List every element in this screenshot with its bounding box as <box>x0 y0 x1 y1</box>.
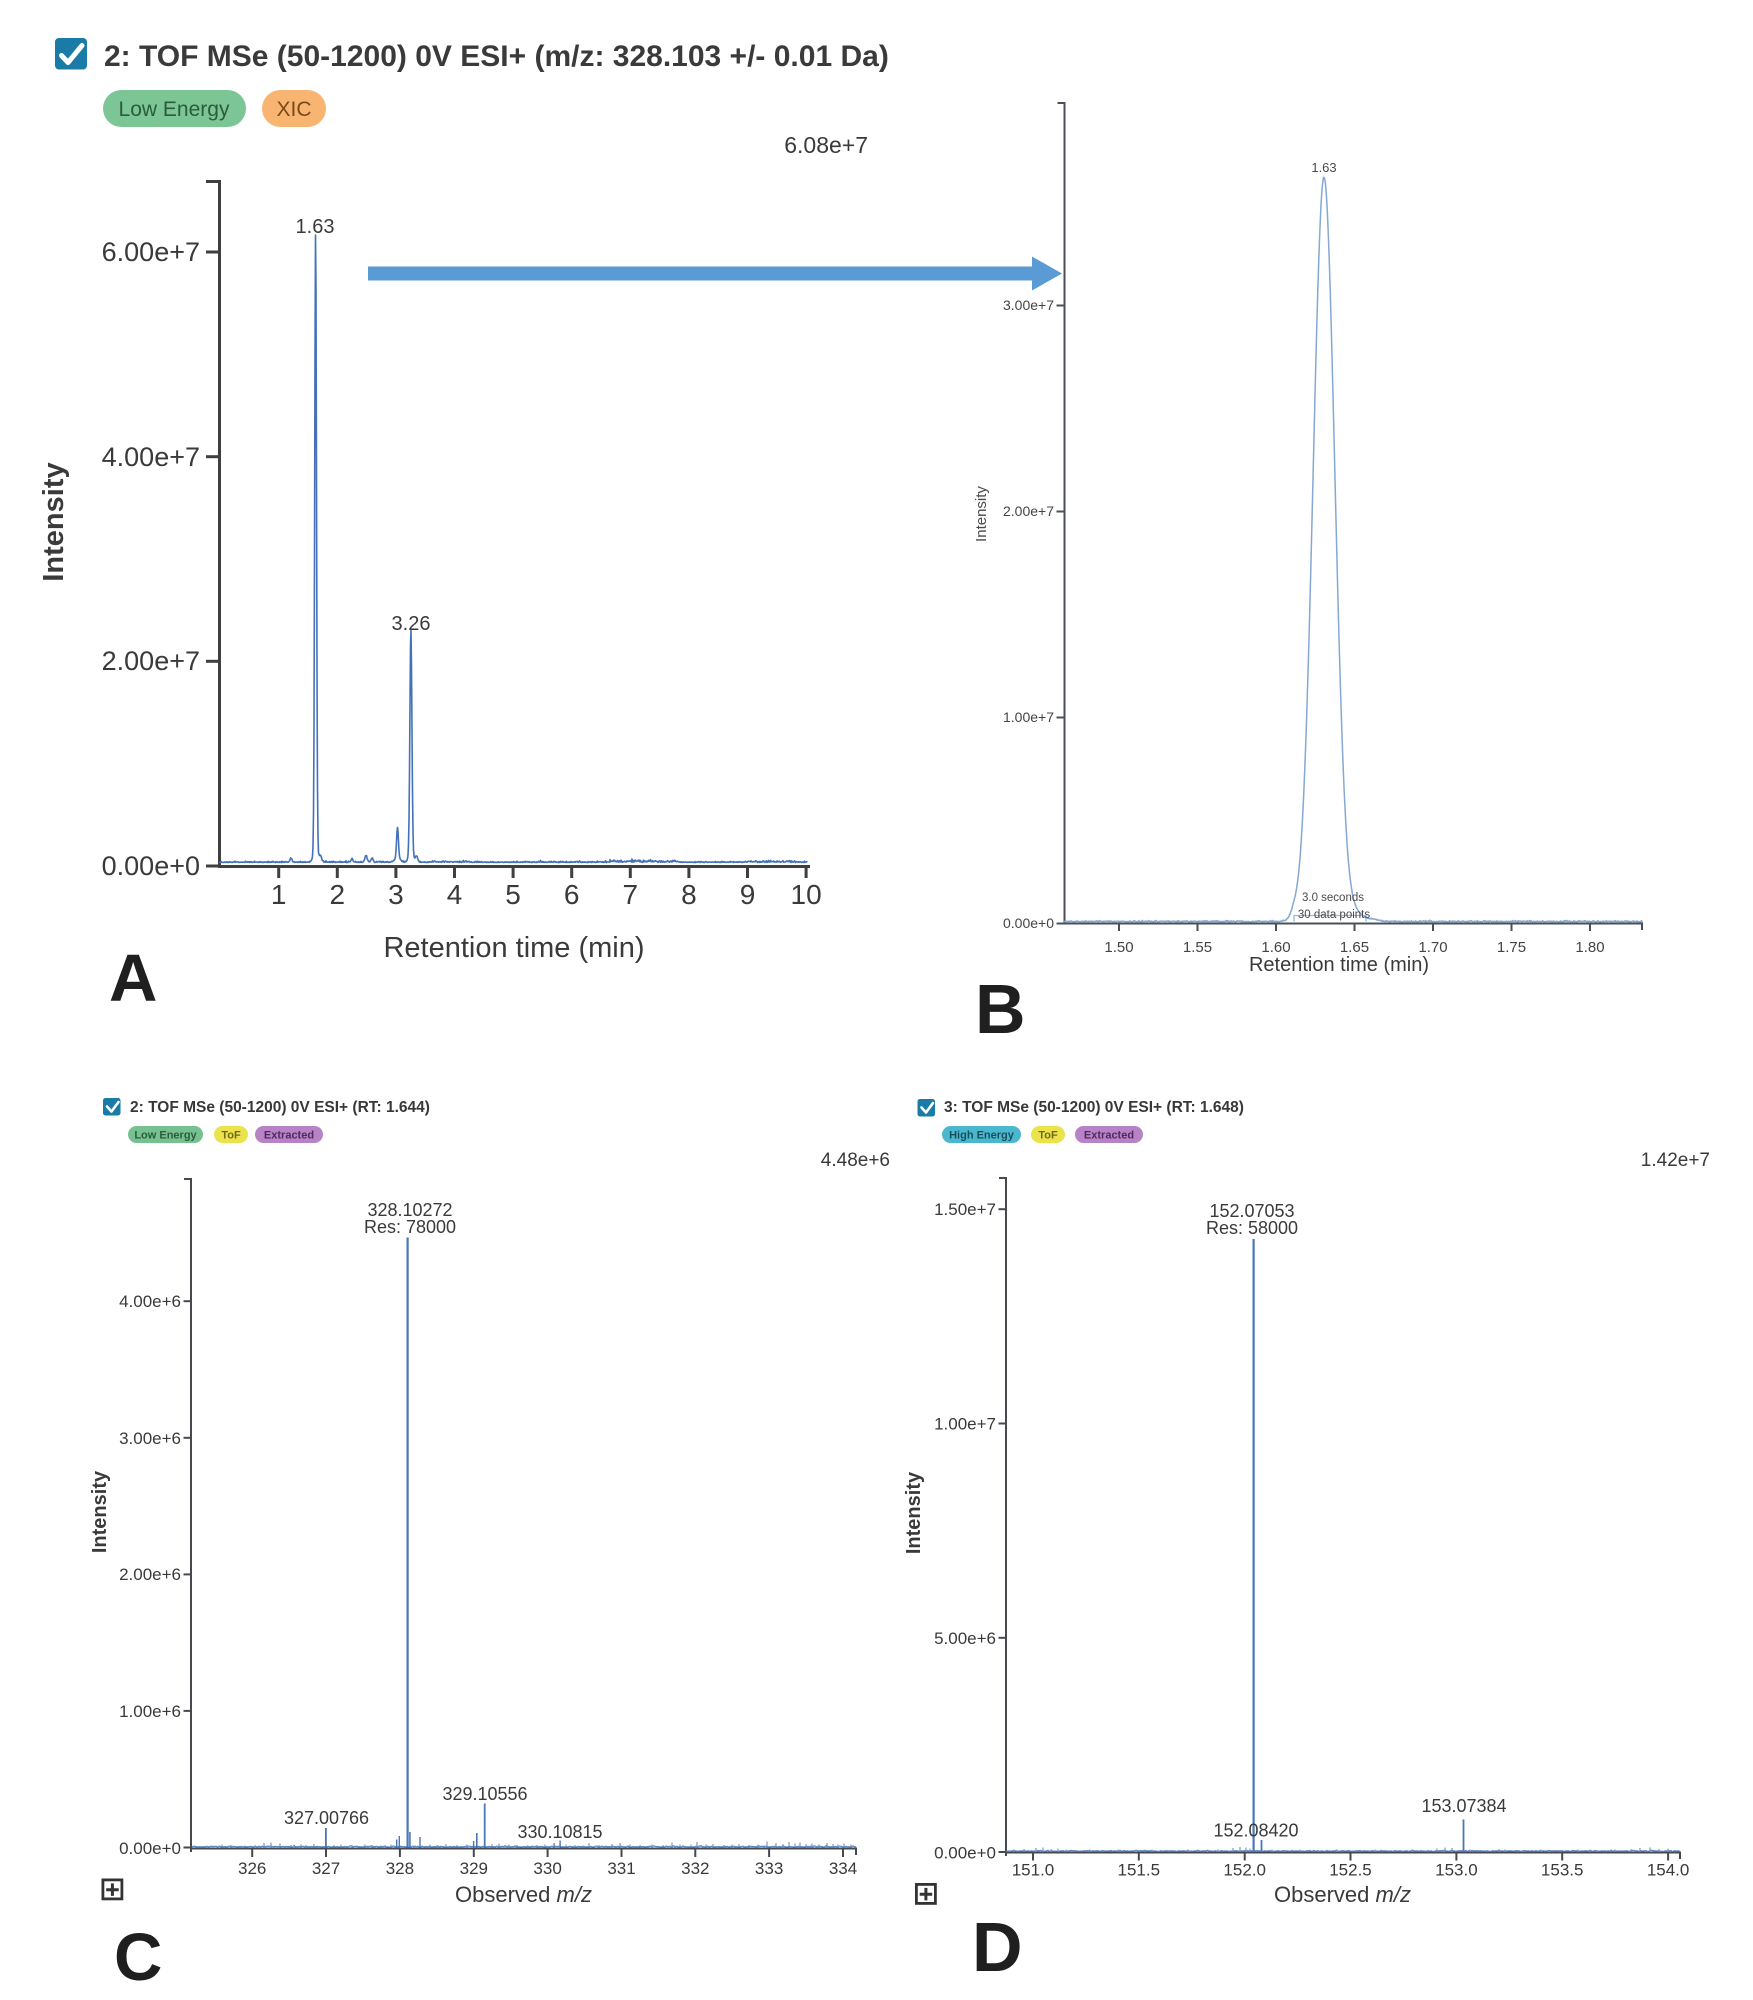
svg-text:152.07053: 152.07053 <box>1209 1201 1294 1221</box>
svg-text:4.00e+6: 4.00e+6 <box>119 1292 181 1311</box>
svg-text:Extracted: Extracted <box>1084 1130 1134 1142</box>
svg-text:334: 334 <box>829 1859 857 1878</box>
svg-text:D: D <box>972 1908 1023 1986</box>
svg-text:2: TOF MSe (50-1200) 0V ESI+ (: 2: TOF MSe (50-1200) 0V ESI+ (m/z: 328.1… <box>104 40 889 73</box>
svg-text:330.10815: 330.10815 <box>517 1822 602 1842</box>
svg-text:1.80: 1.80 <box>1575 939 1604 956</box>
svg-text:152.5: 152.5 <box>1329 1861 1372 1880</box>
svg-text:0.00e+0: 0.00e+0 <box>119 1839 181 1858</box>
svg-text:XIC: XIC <box>276 98 311 121</box>
svg-text:332: 332 <box>681 1859 709 1878</box>
svg-text:328.10272: 328.10272 <box>367 1200 452 1220</box>
svg-text:5.00e+6: 5.00e+6 <box>934 1629 996 1648</box>
svg-text:Observed m/z: Observed m/z <box>1274 1882 1411 1907</box>
svg-text:1.00e+6: 1.00e+6 <box>119 1702 181 1721</box>
svg-text:329: 329 <box>460 1859 488 1878</box>
svg-text:High Energy: High Energy <box>949 1130 1015 1142</box>
svg-text:0.00e+0: 0.00e+0 <box>102 851 200 881</box>
svg-text:1.70: 1.70 <box>1418 939 1447 956</box>
svg-text:1.42e+7: 1.42e+7 <box>1641 1150 1710 1171</box>
svg-text:30 data points: 30 data points <box>1298 909 1371 921</box>
svg-text:4.48e+6: 4.48e+6 <box>821 1150 890 1171</box>
svg-text:3: 3 <box>388 879 404 910</box>
svg-text:ToF: ToF <box>1038 1130 1058 1142</box>
svg-text:2.00e+7: 2.00e+7 <box>1003 503 1054 519</box>
svg-text:153.0: 153.0 <box>1435 1861 1478 1880</box>
svg-text:4.00e+7: 4.00e+7 <box>102 442 200 472</box>
svg-text:154.0: 154.0 <box>1647 1861 1690 1880</box>
svg-text:Res: 78000: Res: 78000 <box>364 1217 456 1237</box>
svg-text:0.00e+0: 0.00e+0 <box>1003 915 1054 931</box>
svg-text:151.5: 151.5 <box>1118 1861 1161 1880</box>
svg-text:B: B <box>975 970 1026 1048</box>
svg-text:329.10556: 329.10556 <box>442 1784 527 1804</box>
svg-text:A: A <box>109 941 157 1016</box>
svg-text:6.00e+7: 6.00e+7 <box>102 237 200 267</box>
svg-text:153.5: 153.5 <box>1541 1861 1584 1880</box>
svg-text:3.0 seconds: 3.0 seconds <box>1302 892 1364 904</box>
svg-text:Intensity: Intensity <box>903 1471 925 1554</box>
svg-text:1.75: 1.75 <box>1497 939 1526 956</box>
svg-text:1.00e+7: 1.00e+7 <box>934 1415 996 1434</box>
svg-text:3.00e+6: 3.00e+6 <box>119 1429 181 1448</box>
svg-text:6: 6 <box>564 879 580 910</box>
svg-text:333: 333 <box>755 1859 783 1878</box>
svg-text:1.50e+7: 1.50e+7 <box>934 1200 996 1219</box>
svg-text:1.63: 1.63 <box>1311 160 1336 175</box>
svg-text:Extracted: Extracted <box>264 1130 314 1142</box>
svg-text:Low Energy: Low Energy <box>119 98 230 121</box>
svg-text:2: 2 <box>330 879 346 910</box>
svg-text:Intensity: Intensity <box>973 486 990 542</box>
svg-text:2.00e+6: 2.00e+6 <box>119 1565 181 1584</box>
svg-text:10: 10 <box>791 879 822 910</box>
svg-text:C: C <box>114 1920 162 1995</box>
svg-text:ToF: ToF <box>221 1130 241 1142</box>
svg-text:1.60: 1.60 <box>1261 939 1290 956</box>
svg-text:153.07384: 153.07384 <box>1421 1796 1506 1816</box>
svg-text:328: 328 <box>386 1859 414 1878</box>
svg-text:9: 9 <box>740 879 756 910</box>
svg-text:0.00e+0: 0.00e+0 <box>934 1844 996 1863</box>
svg-text:Res: 58000: Res: 58000 <box>1206 1218 1298 1238</box>
svg-text:327.00766: 327.00766 <box>284 1808 369 1828</box>
svg-text:Retention time (min): Retention time (min) <box>1249 954 1429 976</box>
svg-text:4: 4 <box>447 879 463 910</box>
svg-text:Observed m/z: Observed m/z <box>455 1882 592 1907</box>
svg-text:326: 326 <box>238 1859 266 1878</box>
svg-text:3.00e+7: 3.00e+7 <box>1003 297 1054 313</box>
svg-text:Low Energy: Low Energy <box>134 1130 197 1142</box>
svg-text:1.55: 1.55 <box>1183 939 1212 956</box>
svg-text:2.00e+7: 2.00e+7 <box>102 646 200 676</box>
svg-text:1: 1 <box>271 879 287 910</box>
svg-text:Retention time (min): Retention time (min) <box>383 932 644 964</box>
svg-text:Intensity: Intensity <box>89 1470 111 1553</box>
svg-text:152.0: 152.0 <box>1223 1861 1266 1880</box>
svg-text:152.08420: 152.08420 <box>1213 1821 1298 1841</box>
svg-text:1.50: 1.50 <box>1104 939 1133 956</box>
svg-text:327: 327 <box>312 1859 340 1878</box>
svg-text:2: TOF MSe (50-1200) 0V ESI+ (: 2: TOF MSe (50-1200) 0V ESI+ (RT: 1.644) <box>130 1099 430 1116</box>
svg-text:151.0: 151.0 <box>1012 1861 1055 1880</box>
svg-text:6.08e+7: 6.08e+7 <box>784 132 868 158</box>
svg-text:3: TOF MSe (50-1200) 0V ESI+ (: 3: TOF MSe (50-1200) 0V ESI+ (RT: 1.648) <box>944 1099 1244 1116</box>
svg-text:5: 5 <box>505 879 521 910</box>
svg-text:3.26: 3.26 <box>392 613 431 635</box>
svg-text:1.63: 1.63 <box>296 216 335 238</box>
svg-text:8: 8 <box>681 879 697 910</box>
svg-text:7: 7 <box>623 879 639 910</box>
svg-text:331: 331 <box>607 1859 635 1878</box>
svg-text:1.65: 1.65 <box>1340 939 1369 956</box>
svg-text:330: 330 <box>533 1859 561 1878</box>
svg-text:1.00e+7: 1.00e+7 <box>1003 709 1054 725</box>
svg-text:Intensity: Intensity <box>38 462 70 581</box>
